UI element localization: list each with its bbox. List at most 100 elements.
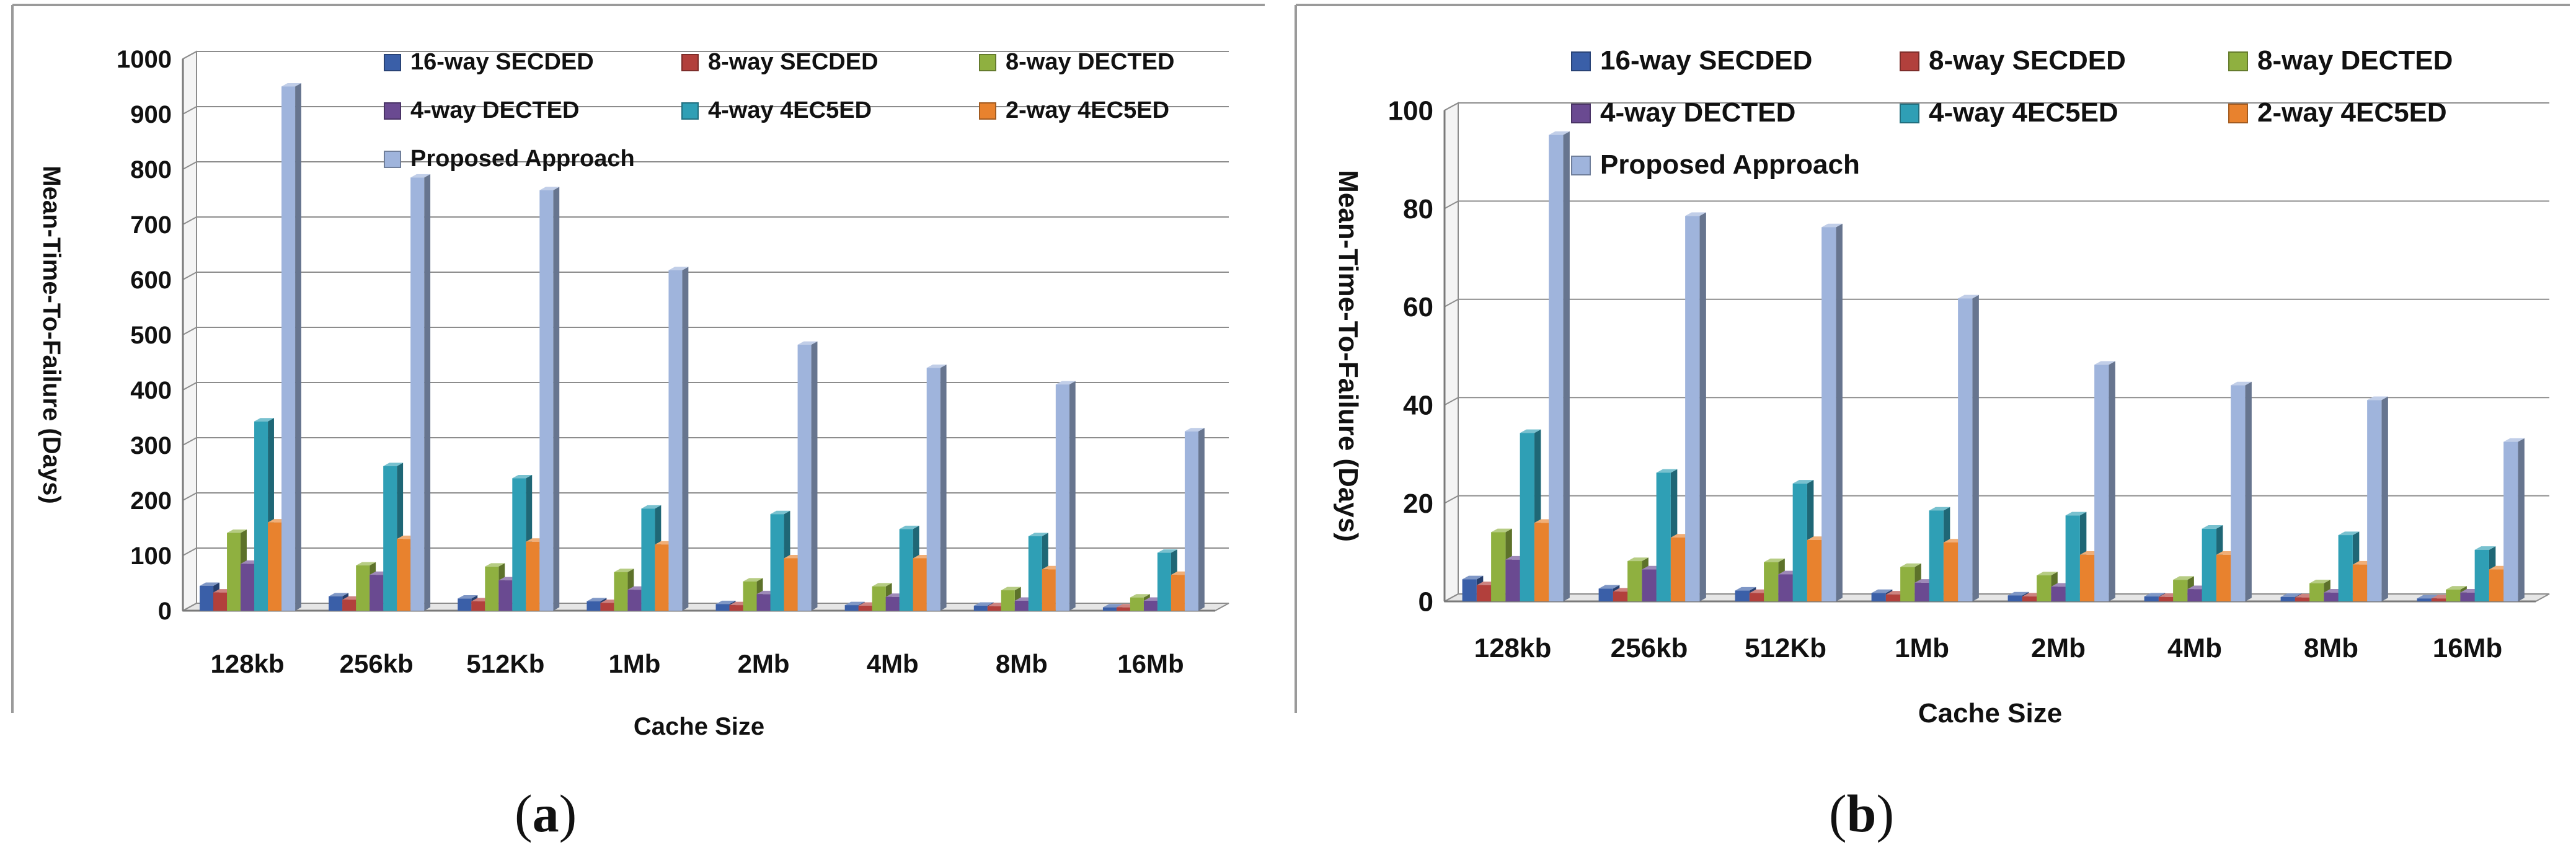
bar (410, 174, 431, 611)
bar-front (1627, 561, 1642, 601)
bar-top (1871, 589, 1893, 593)
bar-top (2417, 595, 2438, 599)
bar-top (844, 601, 865, 606)
bar-front (342, 600, 356, 611)
bar-front (2051, 587, 2066, 601)
bar-front (1157, 552, 1171, 611)
bar-top (973, 602, 994, 606)
bar-top (2446, 586, 2467, 590)
bar-front (1476, 585, 1492, 601)
bar-top (1900, 563, 1921, 567)
legend-label: 8-way SECDED (708, 49, 879, 75)
bar-top (329, 593, 349, 596)
bar (1958, 294, 1979, 601)
bar-front (254, 421, 268, 611)
bar-front (1042, 569, 1056, 611)
gridline-diag (1444, 298, 1459, 308)
bar-front (1929, 510, 1944, 601)
bar-top (2007, 591, 2029, 596)
bar-top (2065, 511, 2087, 516)
bar-front (1821, 227, 1836, 602)
bar (2367, 396, 2388, 601)
legend-label: 8-way DECTED (2257, 45, 2453, 76)
bar-front (2216, 554, 2231, 601)
side-wall (1444, 102, 1459, 603)
legend-label: 4-way DECTED (410, 97, 579, 123)
gridline-diag (182, 216, 197, 225)
bar-front (655, 544, 669, 611)
gridline-diag (1444, 397, 1459, 406)
bar-front (397, 539, 411, 611)
legend-swatch (1571, 104, 1591, 123)
bar-top (458, 595, 478, 599)
legend-label: 2-way 4EC5ED (2257, 97, 2447, 128)
bar-front (2065, 515, 2080, 601)
bar-front (872, 586, 886, 611)
bar-top (2503, 438, 2525, 442)
bar-top (872, 583, 892, 587)
bar-top (770, 510, 790, 515)
bar-side (2245, 381, 2252, 601)
y-tick-label: 700 (130, 211, 172, 239)
bar-front (973, 605, 988, 611)
legend-swatch (2228, 104, 2248, 123)
x-tick-label: 512Kb (466, 649, 544, 678)
bar-front (458, 598, 472, 611)
bar-front (1143, 600, 1157, 611)
y-tick-label: 0 (1419, 587, 1433, 617)
bar-top (1001, 587, 1021, 591)
legend-swatch (1571, 51, 1591, 71)
bar (2503, 438, 2525, 601)
bar-front (987, 606, 1001, 611)
gridline-diag (182, 51, 197, 60)
bar (2094, 361, 2115, 601)
bar-top (254, 418, 274, 422)
bar-front (2460, 592, 2475, 601)
caption-b-close: ) (1876, 784, 1895, 843)
legend-swatch (2228, 51, 2248, 71)
bar-front (1885, 594, 1901, 601)
x-tick-label: 128kb (1474, 633, 1552, 663)
bar-front (213, 592, 228, 611)
bar-top (926, 364, 947, 368)
bar-front (1491, 532, 1506, 601)
bar-top (512, 474, 533, 479)
x-tick-label: 8Mb (2304, 633, 2358, 663)
bar-front (797, 345, 812, 611)
bar-side (553, 187, 560, 611)
bar-top (1055, 381, 1076, 385)
x-axis-label: Cache Size (1918, 698, 2062, 728)
gridline-diag (1444, 593, 1459, 602)
bar-top (200, 582, 219, 586)
x-tick-label: 512Kb (1745, 633, 1826, 663)
bar-front (614, 572, 628, 611)
bar-front (926, 368, 941, 611)
bar-front (770, 514, 784, 611)
bar-front (913, 558, 927, 611)
legend-label: 4-way DECTED (1600, 97, 1795, 128)
bar-front (526, 541, 540, 611)
bar-top (1462, 575, 1484, 580)
bar-top (899, 525, 919, 529)
bar-top (383, 463, 404, 466)
bar-top (1102, 604, 1123, 608)
bar-top (1792, 480, 1814, 484)
bar-front (2309, 583, 2324, 601)
bar-front (2079, 554, 2095, 601)
x-tick-label: 256kb (1611, 633, 1688, 663)
bar-front (1014, 600, 1029, 611)
x-tick-label: 4Mb (867, 649, 919, 678)
bar-front (2352, 564, 2368, 601)
bar-top (586, 598, 607, 601)
bar-front (885, 596, 900, 611)
bar-top (1627, 557, 1649, 562)
caption-b: (b) (1829, 782, 1894, 844)
legend-label: 4-way 4EC5ED (708, 97, 872, 123)
legend-label: 8-way DECTED (1006, 49, 1174, 75)
bar-front (1735, 590, 1750, 601)
legend-swatch (384, 102, 401, 120)
bar-front (1642, 569, 1657, 601)
bar-front (1749, 593, 1764, 601)
bar-top (2173, 576, 2194, 580)
x-tick-label: 128kb (211, 649, 285, 678)
